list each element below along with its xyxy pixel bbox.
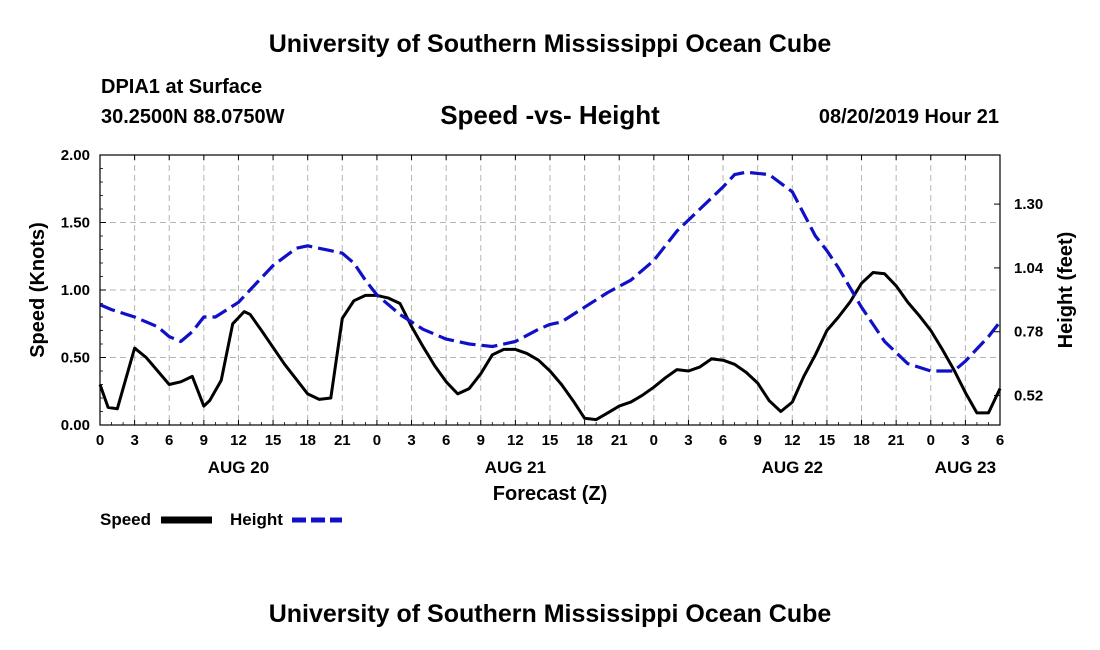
x-tick-label: 15 — [265, 432, 282, 449]
y-tick-label: 0.00 — [61, 417, 90, 434]
y-tick-label: 0.50 — [61, 350, 90, 367]
day-label: AUG 23 — [935, 458, 996, 477]
y2-tick-label: 0.78 — [1014, 324, 1043, 341]
legend-speed-label: Speed — [100, 510, 151, 529]
x-tick-label: 21 — [611, 432, 628, 449]
day-label: AUG 20 — [208, 458, 269, 477]
x-tick-label: 6 — [442, 432, 450, 449]
station-label: DPIA1 at Surface — [101, 76, 263, 98]
x-tick-label: 12 — [230, 432, 247, 449]
x-tick-label: 3 — [130, 432, 138, 449]
x-tick-label: 3 — [407, 432, 415, 449]
y-tick-label: 2.00 — [61, 147, 90, 164]
y2-tick-label: 1.30 — [1014, 196, 1043, 213]
x-tick-label: 0 — [96, 432, 104, 449]
x-axis-label: Forecast (Z) — [493, 483, 607, 505]
x-tick-label: 0 — [650, 432, 658, 449]
datetime-label: 08/20/2019 Hour 21 — [818, 106, 999, 128]
series-line-height — [99, 170, 1002, 373]
x-tick-label: 6 — [719, 432, 727, 449]
y-axis-label: Speed (Knots) — [27, 222, 49, 358]
x-tick-label: 15 — [819, 432, 836, 449]
plot-frame — [99, 154, 1001, 426]
x-tick-label: 9 — [754, 432, 762, 449]
x-tick-label: 21 — [888, 432, 905, 449]
x-tick-label: 0 — [373, 432, 381, 449]
chart-title: Speed -vs- Height — [440, 100, 660, 130]
x-tick-label: 6 — [996, 432, 1004, 449]
day-label: AUG 21 — [485, 458, 546, 477]
x-tick-label: 0 — [927, 432, 935, 449]
y2-tick-label: 1.04 — [1014, 260, 1044, 277]
x-tick-label: 9 — [200, 432, 208, 449]
x-tick-label: 12 — [507, 432, 524, 449]
x-tick-label: 6 — [165, 432, 173, 449]
x-tick-label: 18 — [576, 432, 593, 449]
x-tick-label: 9 — [477, 432, 485, 449]
y2-tick-label: 0.52 — [1014, 388, 1043, 405]
x-tick-label: 21 — [334, 432, 351, 449]
x-tick-label: 18 — [299, 432, 316, 449]
x-tick-label: 3 — [684, 432, 692, 449]
x-tick-label: 3 — [961, 432, 969, 449]
y2-axis-label: Height (feet) — [1055, 232, 1077, 349]
bottom-title: University of Southern Mississippi Ocean… — [268, 600, 832, 628]
top-title: University of Southern Mississippi Ocean… — [268, 30, 832, 58]
x-tick-label: 12 — [784, 432, 801, 449]
legend-height-label: Height — [230, 510, 283, 529]
legend: Speed Height — [100, 510, 342, 529]
y-tick-label: 1.50 — [61, 215, 90, 232]
x-tick-label: 15 — [542, 432, 559, 449]
day-label: AUG 22 — [762, 458, 823, 477]
x-tick-label: 18 — [853, 432, 870, 449]
y-tick-label: 1.00 — [61, 282, 90, 299]
location-label: 30.2500N 88.0750W — [101, 106, 285, 128]
